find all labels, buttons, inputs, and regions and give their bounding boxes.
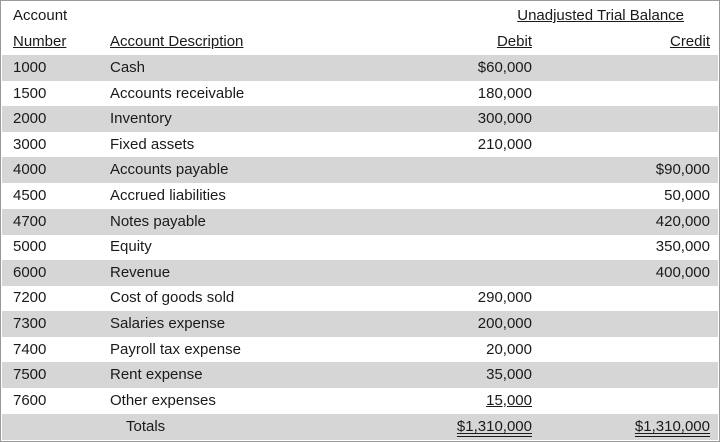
table-row: 3000 Fixed assets 210,000 xyxy=(2,132,718,158)
totals-debit: $1,310,000 xyxy=(456,418,532,435)
account-number: 4700 xyxy=(13,213,47,230)
account-number: 1500 xyxy=(13,85,47,102)
table-row: 4500 Accrued liabilities 50,000 xyxy=(2,183,718,209)
debit-amount: 210,000 xyxy=(477,136,532,153)
account-description: Cost of goods sold xyxy=(110,289,235,306)
credit-amount: 420,000 xyxy=(655,213,710,230)
table-row: 5000 Equity 350,000 xyxy=(2,234,718,260)
credit-amount: 350,000 xyxy=(655,238,710,255)
account-description: Accounts receivable xyxy=(110,85,245,102)
table-row: 4700 Notes payable 420,000 xyxy=(2,209,718,235)
table-row: 6000 Revenue 400,000 xyxy=(2,260,718,286)
header-row-columns: Number Account Description Debit Credit xyxy=(2,29,718,55)
table-row: 4000 Accounts payable $90,000 xyxy=(2,157,718,183)
credit-column-header: Credit xyxy=(669,33,710,50)
account-description: Equity xyxy=(110,238,152,255)
account-number: 7400 xyxy=(13,341,47,358)
debit-amount: 15,000 xyxy=(486,392,532,409)
account-description: Inventory xyxy=(110,110,172,127)
credit-amount: 50,000 xyxy=(664,187,710,204)
account-description: Fixed assets xyxy=(110,136,195,153)
description-column-header: Account Description xyxy=(110,33,244,50)
account-description: Cash xyxy=(110,59,146,76)
credit-amount: $90,000 xyxy=(655,161,710,178)
totals-row: Totals $1,310,000 $1,310,000 xyxy=(2,414,718,440)
number-column-header: Number xyxy=(13,33,67,50)
account-description: Notes payable xyxy=(110,213,206,230)
account-number: 4500 xyxy=(13,187,47,204)
account-number: 7300 xyxy=(13,315,47,332)
account-description: Rent expense xyxy=(110,366,203,383)
header-row-top: Account Unadjusted Trial Balance xyxy=(2,3,718,29)
totals-credit: $1,310,000 xyxy=(634,418,710,435)
debit-amount: $60,000 xyxy=(477,59,532,76)
account-description: Other expenses xyxy=(110,392,216,409)
account-number: 7500 xyxy=(13,366,47,383)
debit-amount: 180,000 xyxy=(477,85,532,102)
totals-label: Totals xyxy=(126,418,166,435)
table-row: 7500 Rent expense 35,000 xyxy=(2,362,718,388)
section-title: Unadjusted Trial Balance xyxy=(517,7,684,24)
account-description: Accounts payable xyxy=(110,161,229,178)
table-row: 7600 Other expenses 15,000 xyxy=(2,388,718,414)
credit-amount: 400,000 xyxy=(655,264,710,281)
table-row: 7200 Cost of goods sold 290,000 xyxy=(2,285,718,311)
account-number: 3000 xyxy=(13,136,47,153)
debit-amount: 300,000 xyxy=(477,110,532,127)
account-description: Payroll tax expense xyxy=(110,341,241,358)
account-label: Account xyxy=(13,7,68,24)
debit-amount: 20,000 xyxy=(486,341,532,358)
account-number: 4000 xyxy=(13,161,47,178)
table-row: 7300 Salaries expense 200,000 xyxy=(2,311,718,337)
account-number: 6000 xyxy=(13,264,47,281)
account-number: 2000 xyxy=(13,110,47,127)
account-number: 5000 xyxy=(13,238,47,255)
debit-amount: 35,000 xyxy=(486,366,532,383)
account-description: Salaries expense xyxy=(110,315,226,332)
table-row: 1500 Accounts receivable 180,000 xyxy=(2,81,718,107)
account-description: Accrued liabilities xyxy=(110,187,226,204)
debit-amount: 200,000 xyxy=(477,315,532,332)
debit-column-header: Debit xyxy=(496,33,532,50)
debit-amount: 290,000 xyxy=(477,289,532,306)
account-number: 7200 xyxy=(13,289,47,306)
account-description: Revenue xyxy=(110,264,171,281)
table-row: 1000 Cash $60,000 xyxy=(2,55,718,81)
table-row: 2000 Inventory 300,000 xyxy=(2,106,718,132)
account-number: 7600 xyxy=(13,392,47,409)
table-row: 7400 Payroll tax expense 20,000 xyxy=(2,337,718,363)
account-number: 1000 xyxy=(13,59,47,76)
